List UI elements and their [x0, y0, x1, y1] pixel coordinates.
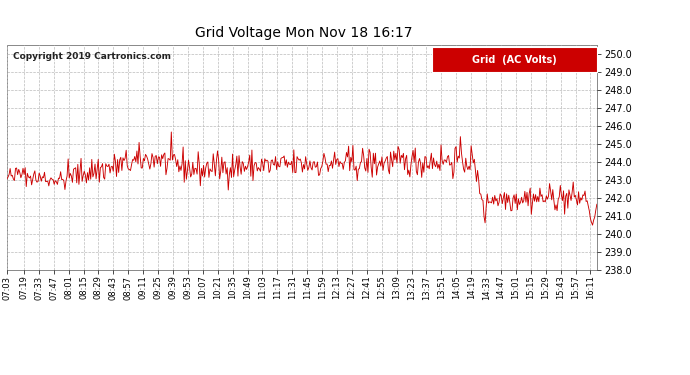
Text: Copyright 2019 Cartronics.com: Copyright 2019 Cartronics.com — [13, 52, 171, 61]
Text: Grid Voltage Mon Nov 18 16:17: Grid Voltage Mon Nov 18 16:17 — [195, 26, 413, 40]
